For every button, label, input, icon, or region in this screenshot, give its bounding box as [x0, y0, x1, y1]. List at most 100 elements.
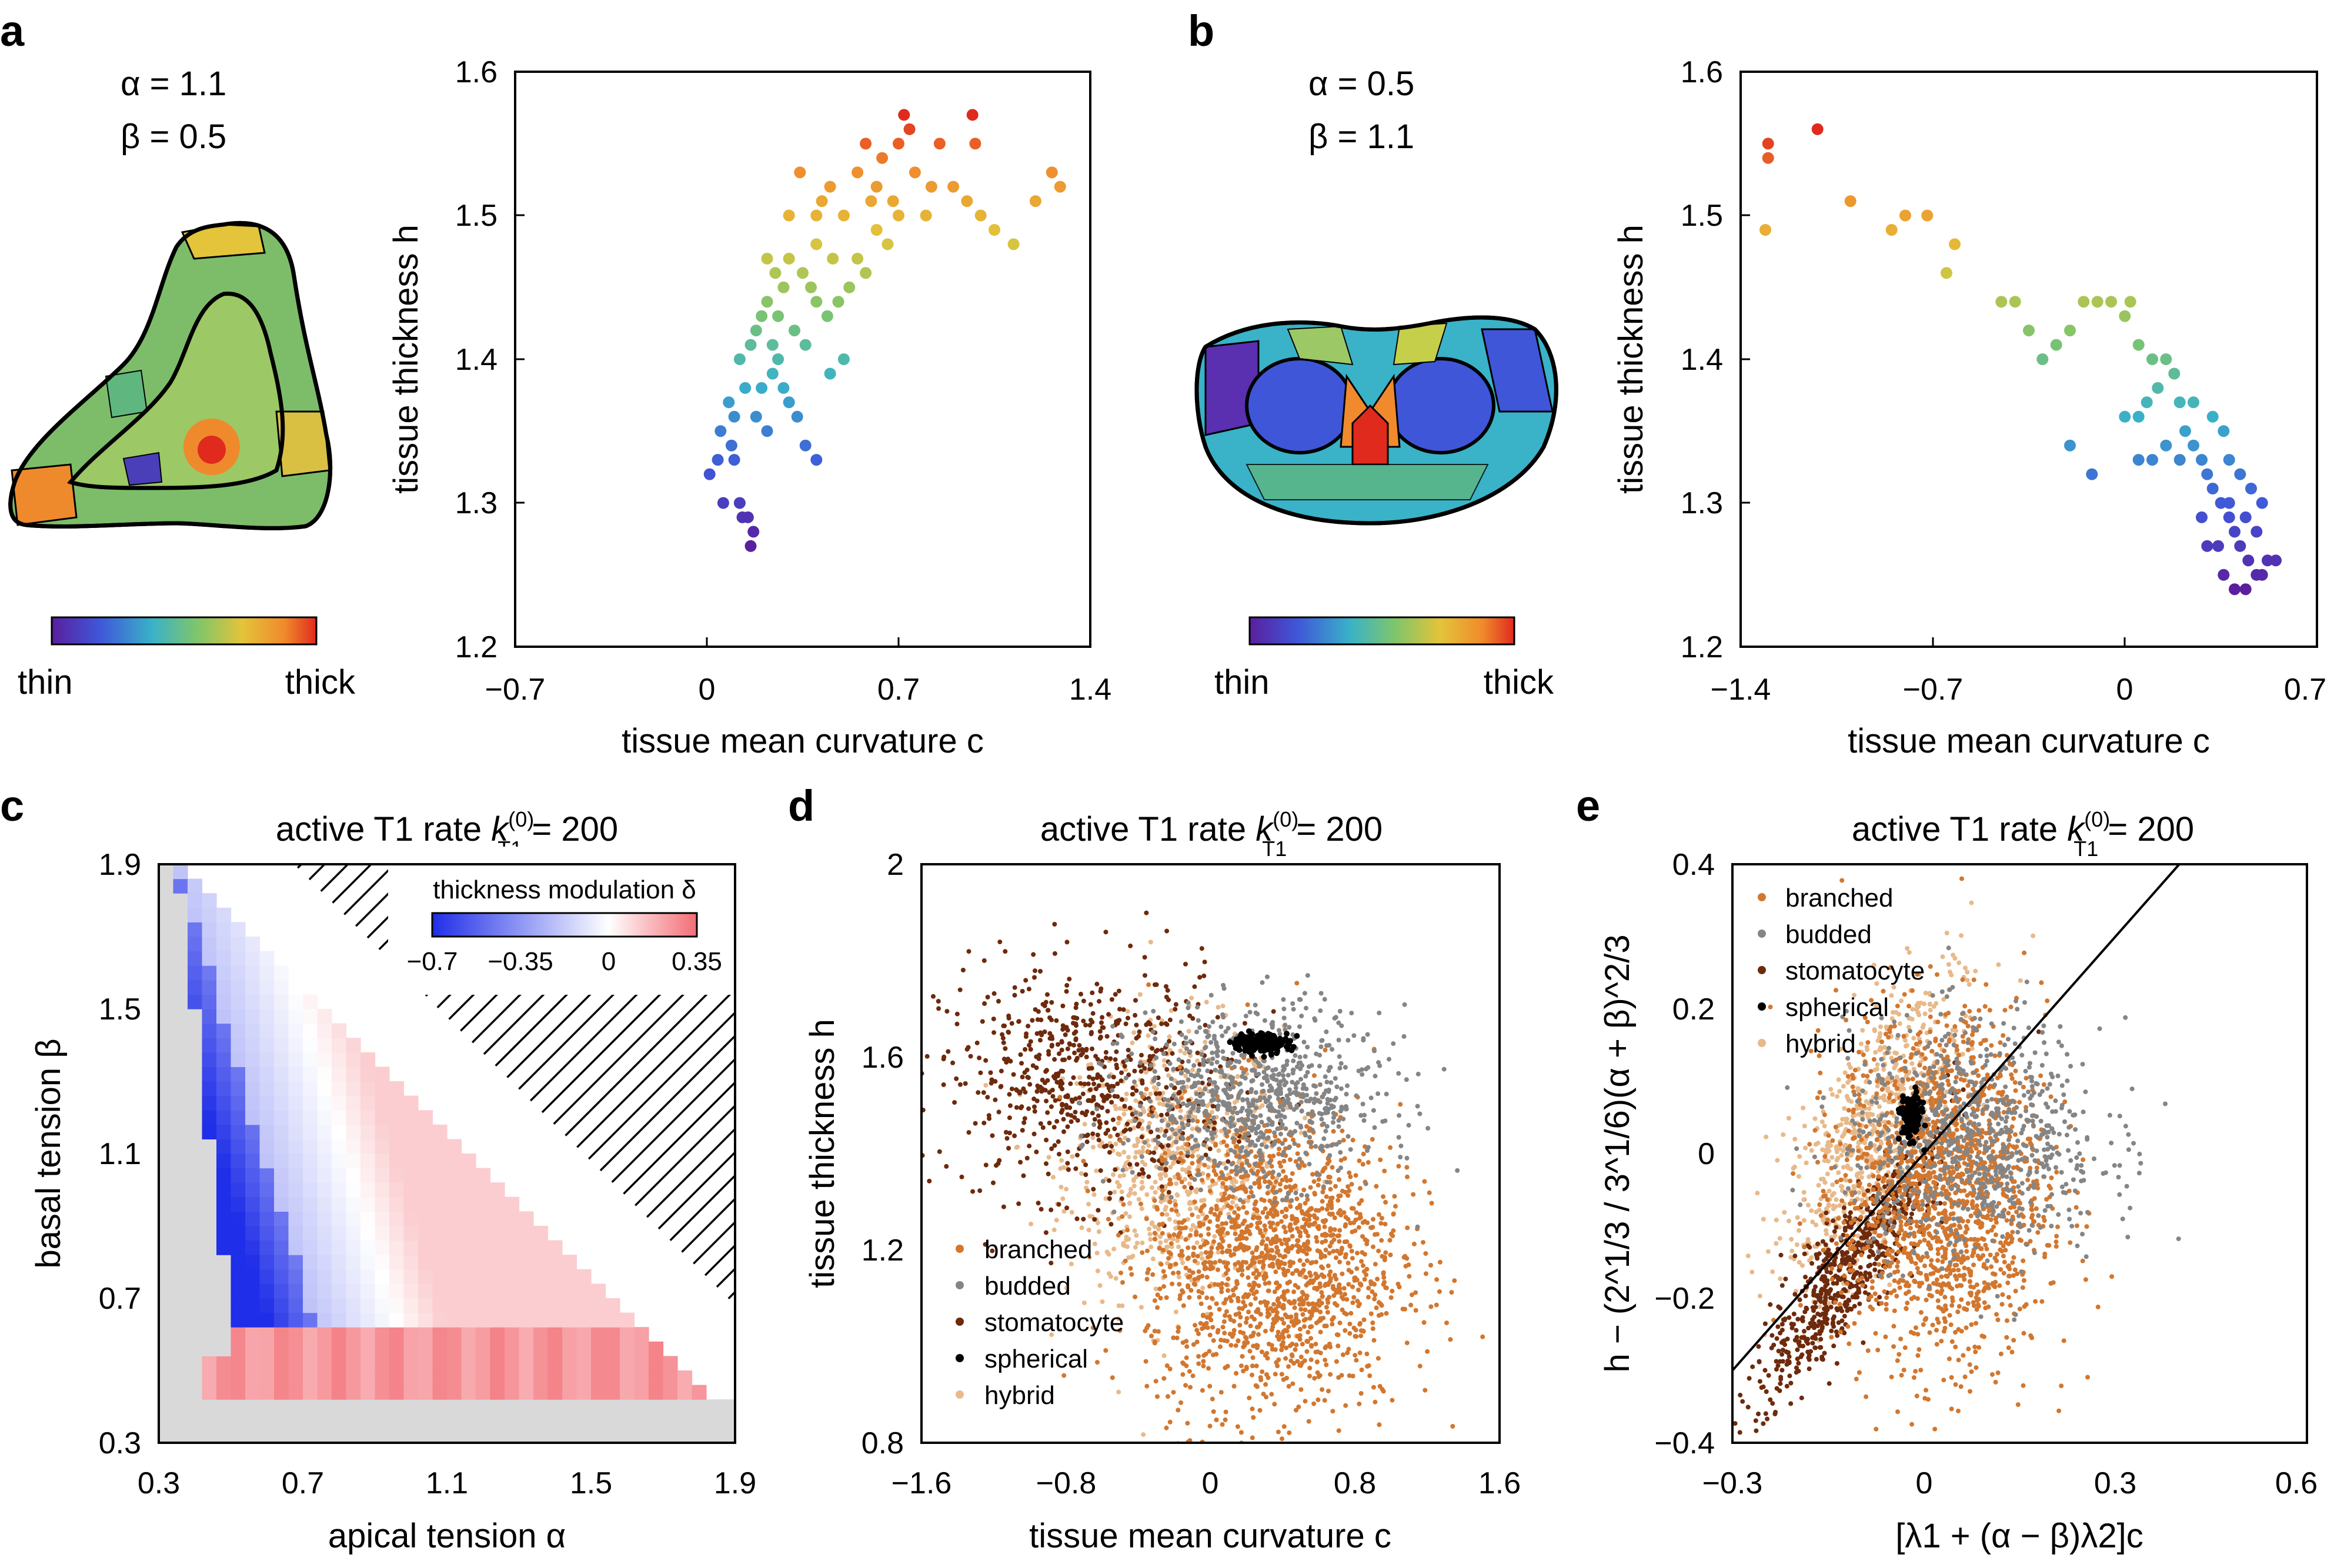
chart-d-point-stomatocyte	[1090, 1011, 1096, 1016]
chart-d-point-hybrid	[1168, 1165, 1173, 1170]
chart-d-point-branched	[1207, 1260, 1212, 1265]
chart-d-point-stomatocyte	[1116, 988, 1121, 994]
chart-c-cell	[418, 1211, 433, 1226]
chart-c-cell	[562, 1341, 577, 1356]
chart-d-point-budded	[1335, 1168, 1341, 1174]
chart-c-cell	[216, 1196, 232, 1212]
chart-d-point-branched	[1247, 1349, 1253, 1354]
chart-d-point-branched	[1179, 1179, 1184, 1185]
chart-d-point-stomatocyte	[1060, 1004, 1066, 1008]
chart-d-point-stomatocyte	[1109, 1099, 1114, 1105]
chart-a-point	[824, 180, 836, 193]
chart-d-point-stomatocyte	[1164, 1067, 1170, 1072]
chart-c-cell	[245, 1168, 261, 1183]
chart-d-point-stomatocyte	[1081, 1216, 1086, 1222]
chart-c-cell	[202, 1312, 217, 1328]
chart-d-point-stomatocyte	[903, 1148, 907, 1152]
chart-c-cell	[346, 1312, 361, 1328]
chart-c-cell	[202, 1196, 217, 1212]
chart-c-cell	[159, 1009, 174, 1024]
chart-c-cell	[188, 965, 203, 981]
chart-c-cell	[231, 1182, 246, 1198]
chart-d-point-stomatocyte	[1054, 1119, 1060, 1124]
chart-d-point-stomatocyte	[1126, 1072, 1131, 1078]
chart-d-point-branched	[1338, 1212, 1344, 1218]
chart-d-point-branched	[1413, 1290, 1418, 1295]
chart-d-point-budded	[1317, 1052, 1323, 1058]
chart-c-cell	[188, 1385, 203, 1400]
chart-d-point-hybrid	[1246, 1198, 1251, 1203]
chart-c-cell	[533, 1312, 549, 1328]
chart-d-point-stomatocyte	[1172, 1085, 1177, 1091]
chart-c-cell	[303, 1066, 318, 1082]
chart-d-point-branched	[1304, 1258, 1310, 1263]
chart-c-cell	[447, 1240, 462, 1255]
chart-d-point-budded	[1208, 1040, 1214, 1045]
chart-c-cell	[432, 1312, 448, 1328]
chart-c-cell	[188, 1356, 203, 1371]
chart-d-point-stomatocyte	[936, 1006, 941, 1011]
chart-c-cell	[562, 1327, 577, 1342]
chart-d-point-branched	[1377, 1212, 1381, 1217]
chart-d-point-budded	[1415, 1104, 1420, 1109]
chart-c-cell	[591, 1356, 606, 1371]
chart-d-point-branched	[1196, 1354, 1201, 1359]
chart-d-point-budded	[1208, 992, 1214, 998]
chart-d-point-stomatocyte	[1034, 1149, 1039, 1155]
chart-d-point-branched	[1353, 1173, 1358, 1178]
chart-d-point-branched	[1118, 1271, 1123, 1276]
chart-c-cell	[288, 1124, 303, 1139]
chart-d-point-budded	[1222, 1126, 1227, 1132]
chart-d-point-stomatocyte	[1056, 1042, 1060, 1047]
chart-d-point-stomatocyte	[1090, 1047, 1094, 1051]
chart-d-point-budded	[1277, 1031, 1283, 1037]
chart-c-cell	[375, 1066, 390, 1082]
chart-c-cell	[159, 1356, 174, 1371]
chart-d-point-budded	[1377, 1010, 1382, 1015]
chart-d-point-spherical	[1236, 1045, 1242, 1051]
chart-d-point-stomatocyte	[1003, 1046, 1008, 1051]
chart-d-point-hybrid	[1096, 1221, 1100, 1225]
chart-d-point-branched	[1378, 1302, 1383, 1306]
chart-d-point-hybrid	[1163, 1238, 1168, 1243]
chart-c-cell	[375, 1110, 390, 1125]
chart-d-point-budded	[1235, 1128, 1240, 1134]
chart-d-point-stomatocyte	[1055, 1074, 1060, 1079]
chart-d-point-branched	[1357, 1212, 1363, 1217]
chart-d-point-branched	[1344, 1239, 1350, 1244]
chart-c-cell	[591, 1385, 606, 1400]
chart-c-cell	[432, 1240, 448, 1255]
chart-d-point-budded	[1282, 1115, 1287, 1119]
chart-d-point-hybrid	[1099, 1140, 1104, 1145]
chart-d-point-budded	[1360, 1101, 1365, 1106]
chart-d-point-stomatocyte	[1074, 1216, 1080, 1221]
chart-d-point-branched	[1317, 1298, 1322, 1303]
chart-d-point-budded	[1238, 1198, 1243, 1202]
chart-d-point-stomatocyte	[1107, 1196, 1112, 1201]
chart-d-point-branched	[1340, 1128, 1345, 1134]
chart-d-point-stomatocyte	[1008, 1059, 1013, 1064]
chart-d-point-branched	[1349, 1269, 1354, 1275]
chart-d-point-branched	[1254, 1255, 1259, 1261]
chart-c-cell	[188, 979, 203, 995]
chart-d-point-branched	[1236, 1206, 1241, 1212]
chart-d-point-branched	[1201, 1312, 1206, 1318]
chart-d-point-hybrid	[1204, 999, 1209, 1005]
chart-d-point-branched	[1143, 1359, 1148, 1364]
chart-d-point-hybrid	[1082, 1122, 1087, 1127]
chart-d-point-stomatocyte	[1028, 1047, 1033, 1052]
chart-d-point-branched	[1307, 1316, 1313, 1321]
chart-c-cell	[576, 1312, 592, 1328]
chart-d-point-stomatocyte	[1097, 1036, 1103, 1041]
chart-d-point-budded	[1210, 1088, 1216, 1093]
chart-d-point-budded	[1110, 1041, 1116, 1047]
chart-d-point-budded	[1123, 1075, 1128, 1081]
chart-b-point	[2141, 396, 2153, 409]
chart-c-cell	[288, 1211, 303, 1226]
chart-d-point-budded	[1297, 1024, 1302, 1029]
chart-c-cell	[303, 1124, 318, 1139]
chart-d-point-budded	[1287, 1101, 1293, 1106]
chart-d-point-branched	[1152, 1231, 1157, 1236]
chart-d-point-branched	[1366, 1286, 1371, 1290]
chart-d-point-stomatocyte	[1049, 1034, 1054, 1039]
